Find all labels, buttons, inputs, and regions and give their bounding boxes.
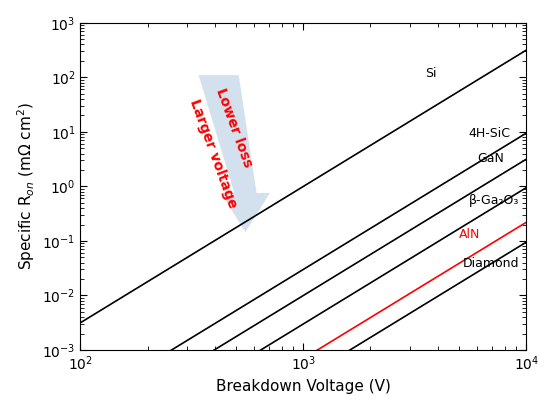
Text: Lower loss: Lower loss: [213, 86, 255, 169]
Text: Larger voltage: Larger voltage: [187, 97, 239, 210]
Text: GaN: GaN: [477, 152, 504, 165]
Polygon shape: [198, 75, 270, 232]
Text: AlN: AlN: [459, 228, 480, 241]
Text: β-Ga₂O₃: β-Ga₂O₃: [469, 194, 519, 207]
X-axis label: Breakdown Voltage (V): Breakdown Voltage (V): [216, 379, 391, 394]
Text: Si: Si: [425, 67, 436, 79]
Y-axis label: Specific R$_{on}$ (mΩ cm$^2$): Specific R$_{on}$ (mΩ cm$^2$): [15, 102, 37, 270]
Text: Diamond: Diamond: [463, 257, 520, 270]
Text: 4H-SiC: 4H-SiC: [469, 126, 510, 139]
